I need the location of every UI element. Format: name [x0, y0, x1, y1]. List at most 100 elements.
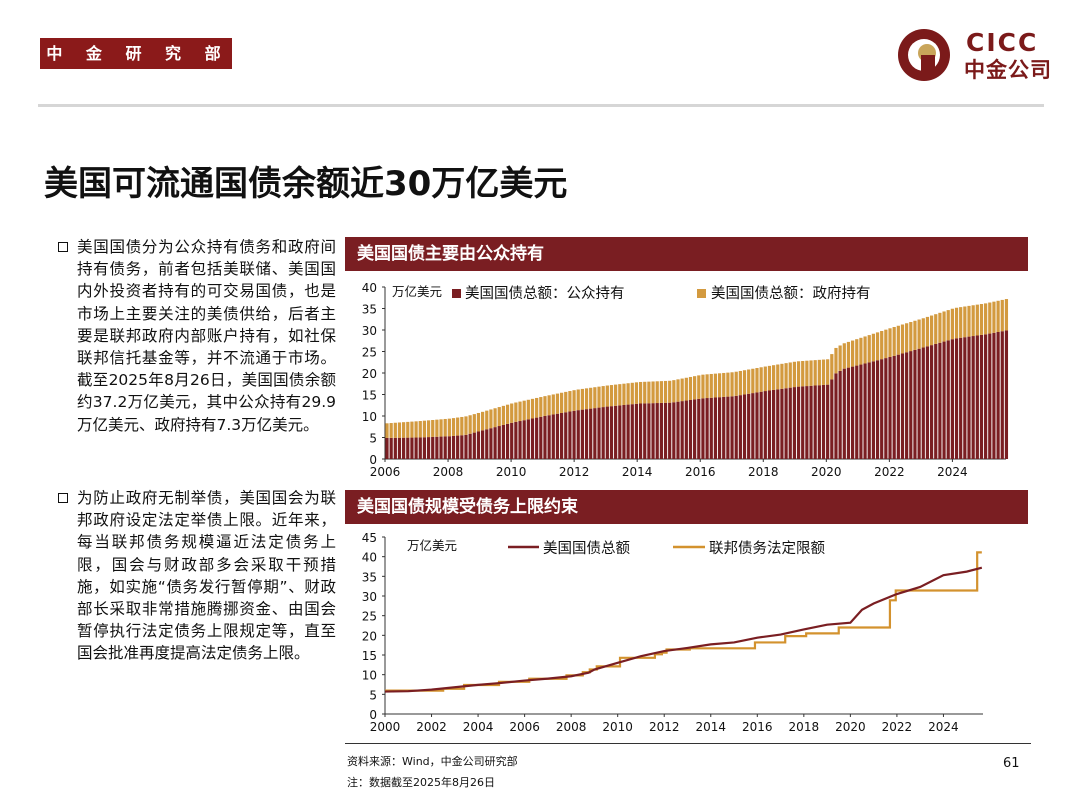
bar-government	[909, 322, 913, 352]
bar-government	[447, 418, 451, 437]
bar-public	[393, 437, 397, 459]
bar-public	[713, 397, 718, 459]
bar-public	[422, 437, 427, 459]
x-tick-label: 2024	[937, 465, 968, 479]
bar-government	[813, 360, 817, 386]
bar-government	[597, 386, 601, 408]
bar-government	[967, 305, 971, 337]
bar-public	[921, 347, 925, 459]
bar-government	[809, 360, 813, 386]
x-tick-label: 2004	[463, 720, 494, 734]
bar-government	[456, 417, 460, 436]
bar-government	[418, 421, 422, 438]
bar-government	[796, 361, 801, 387]
cicc-logo: CICC 中金公司	[896, 26, 1056, 84]
bar-government	[788, 362, 792, 388]
bar-public	[705, 398, 709, 459]
bar-public	[476, 431, 481, 459]
bar-government	[988, 302, 992, 334]
bar-government	[722, 372, 726, 397]
bar-public	[934, 343, 938, 459]
bar-government	[817, 359, 821, 386]
bar-government	[630, 382, 634, 405]
bar-public	[900, 353, 905, 459]
bullet-square-icon	[58, 493, 68, 503]
legend-label-public: 美国国债总额：公众持有	[465, 285, 625, 302]
bullet-item: 美国国债分为公众持有债务和政府间持有债务，前者包括美联储、美国国内外投资者持有的…	[58, 236, 336, 436]
bar-public	[826, 384, 830, 459]
bar-government	[526, 399, 530, 420]
bar-public	[443, 436, 447, 459]
bar-government	[905, 323, 909, 353]
bar-public	[651, 403, 655, 459]
bar-government	[406, 421, 410, 438]
chart2-title: 美国国债规模受债务上限约束	[345, 490, 1028, 524]
y-tick-label: 5	[369, 432, 377, 446]
y-tick-label: 10	[362, 669, 377, 683]
bar-public	[959, 337, 963, 459]
bar-government	[580, 388, 585, 410]
bar-government	[422, 420, 427, 438]
bar-government	[651, 381, 655, 404]
bar-public	[655, 403, 659, 459]
bar-public	[842, 368, 846, 459]
bar-government	[850, 340, 855, 367]
bar-government	[460, 416, 464, 436]
bar-public	[493, 427, 497, 459]
bar-government	[805, 360, 809, 387]
bar-government	[618, 384, 622, 406]
bar-government	[925, 316, 930, 347]
bar-public	[884, 358, 888, 459]
bar-public	[481, 430, 485, 459]
bar-public	[801, 386, 805, 459]
bar-government	[772, 365, 776, 390]
bar-government	[385, 423, 389, 438]
bar-public	[547, 415, 551, 459]
bar-public	[551, 414, 555, 459]
bar-public	[780, 388, 784, 459]
bar-government	[609, 385, 614, 407]
bar-public	[697, 398, 701, 459]
bar-public	[634, 403, 639, 459]
bar-government	[784, 363, 788, 389]
bar-government	[659, 381, 663, 403]
bar-public	[796, 386, 801, 459]
bar-public	[414, 437, 418, 459]
bar-government	[497, 407, 501, 427]
bar-public	[905, 352, 909, 459]
bar-government	[863, 336, 867, 364]
bar-government	[959, 307, 963, 338]
bar-government	[439, 419, 443, 437]
bar-government	[751, 368, 755, 394]
bar-government	[929, 315, 934, 346]
bar-government	[655, 381, 659, 404]
bar-government	[443, 418, 447, 437]
bar-public	[397, 437, 402, 459]
legend-label-government: 美国国债总额：政府持有	[711, 285, 871, 302]
bar-government	[505, 404, 510, 424]
bar-public	[701, 398, 705, 459]
bar-government	[589, 387, 593, 409]
bar-government	[614, 384, 618, 406]
chart1-svg: 0 5 10 15 20 25 30 35 40 2006 2008 2010 2012 2014 2016…	[362, 281, 1009, 479]
bar-public	[838, 370, 842, 459]
bar-public	[460, 435, 464, 459]
bar-government	[684, 377, 688, 401]
bar-public	[855, 365, 859, 459]
bar-government	[389, 423, 393, 438]
bar-government	[668, 380, 672, 403]
bar-government	[514, 402, 518, 422]
y-tick-label: 15	[362, 389, 377, 403]
bar-public	[638, 403, 643, 459]
bar-public	[767, 390, 772, 459]
bar-public	[426, 437, 431, 459]
bar-public	[501, 424, 506, 459]
bar-government	[896, 325, 900, 355]
bar-public	[821, 384, 826, 459]
x-tick-label: 2008	[556, 720, 587, 734]
bar-public	[850, 366, 855, 459]
bar-public	[609, 406, 614, 459]
bar-government	[634, 382, 639, 404]
bar-public	[909, 351, 913, 459]
bar-public	[1000, 331, 1004, 459]
